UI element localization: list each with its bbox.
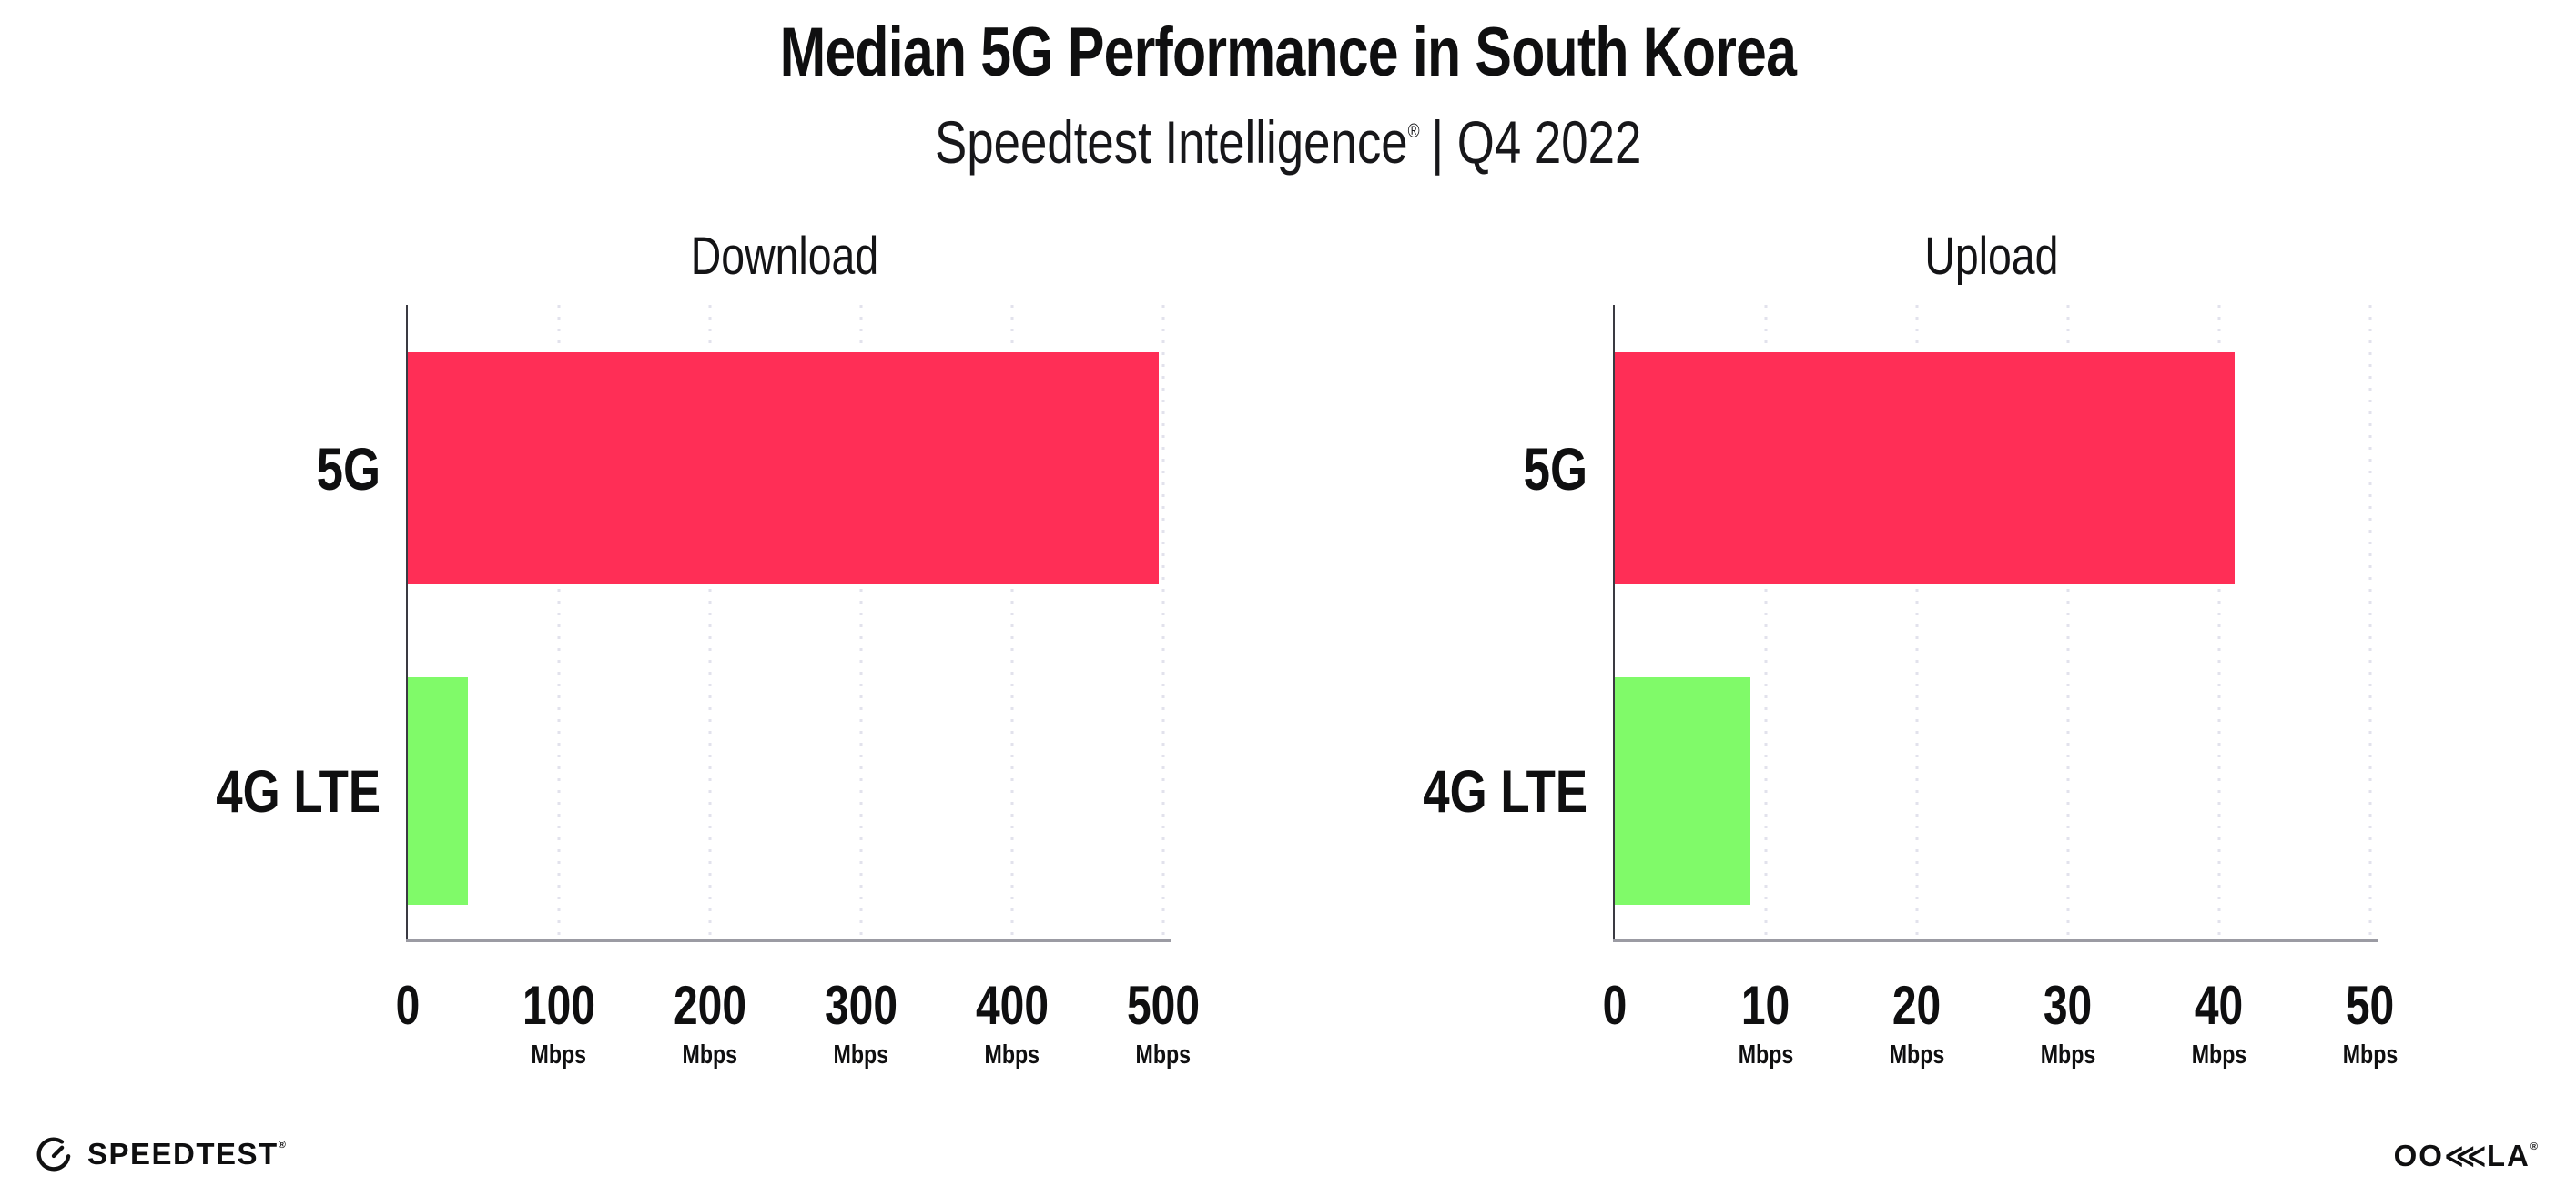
bar-4g-lte [408,677,469,905]
x-tick-number: 100 [522,975,596,1036]
gridline-20 [1915,305,1919,940]
x-tick-200: 200 Mbps [664,979,756,1069]
category-label-5g: 5G [1507,434,1587,503]
x-tick-100: 100 Mbps [513,979,604,1069]
page-title-text: Median 5G Performance in South Korea [779,14,1797,91]
x-tick-40: 40 Mbps [2185,979,2254,1069]
x-tick-300: 300 Mbps [816,979,907,1069]
subtitle-brand: Speedtest Intelligence [934,108,1408,176]
category-label-text: 5G [1523,435,1587,502]
x-tick-number: 20 [1892,975,1942,1036]
x-tick-number: 50 [2346,975,2395,1036]
page-title: Median 5G Performance in South Korea [0,13,2576,92]
x-tick-number: 0 [395,975,421,1036]
x-tick-400: 400 Mbps [967,979,1058,1069]
x-tick-unit: Mbps [531,1040,587,1070]
download-chart: Download 5G 4G LTE 0 100 Mbps 200 Mbps 300 Mbps 4… [216,226,1200,1069]
gridline-400 [1010,305,1014,940]
ookla-logo: OO⋘LA® [2394,1138,2540,1173]
speedtest-wordmark: SPEEDTEST® [87,1137,287,1172]
speedtest-registered-mark: ® [278,1140,288,1151]
bar-4g-lte [1615,677,1751,905]
category-label-text: 5G [316,435,380,502]
x-tick-number: 40 [2195,975,2244,1036]
bar-5g [1615,352,2235,584]
ookla-registered-mark: ® [2530,1141,2540,1152]
x-tick-30: 30 Mbps [2033,979,2103,1069]
x-tick-500: 500 Mbps [1118,979,1209,1069]
chart-title-text: Download [690,227,879,286]
gridline-40 [2217,305,2221,940]
x-axis-line [406,939,1171,942]
subtitle-text: Speedtest Intelligence® | Q4 2022 [935,107,1641,177]
ookla-label-right: LA [2486,1139,2530,1172]
category-label-text: 4G LTE [1423,757,1587,825]
x-tick-20: 20 Mbps [1882,979,1952,1069]
x-tick-unit: Mbps [984,1040,1040,1070]
x-tick-0: 0 [1599,979,1629,1033]
chart-title-text: Upload [1924,227,2059,286]
x-tick-unit: Mbps [1889,1040,1945,1070]
x-tick-unit: Mbps [1738,1040,1794,1070]
bar-5g [408,352,1160,584]
x-tick-unit: Mbps [2191,1040,2247,1070]
x-tick-number: 10 [1741,975,1790,1036]
gridline-100 [557,305,561,940]
x-tick-10: 10 Mbps [1731,979,1800,1069]
subtitle-period: | Q4 2022 [1431,108,1642,176]
x-tick-0: 0 [392,979,422,1033]
gridline-200 [708,305,712,940]
x-tick-number: 200 [673,975,747,1036]
speedtest-label: SPEEDTEST [87,1137,279,1171]
x-tick-number: 500 [1126,975,1201,1036]
speedtest-gauge-icon [33,1133,75,1175]
upload-chart: Upload 5G 4G LTE 0 10 Mbps 20 Mbps 30 Mbps 40 Mbps… [1423,226,2398,1069]
x-tick-unit: Mbps [682,1040,738,1070]
upload-chart-title: Upload [1613,226,2370,291]
x-tick-unit: Mbps [2342,1040,2399,1070]
plot-area: 5G 4G LTE 0 100 Mbps 200 Mbps 300 Mbps 400 Mbps 500… [216,305,1200,1069]
x-tick-unit: Mbps [833,1040,889,1070]
x-axis-line [1613,939,2378,942]
x-tick-unit: Mbps [1135,1040,1192,1070]
x-tick-number: 400 [975,975,1050,1036]
x-tick-50: 50 Mbps [2336,979,2405,1069]
ookla-label-left: OO [2393,1139,2444,1172]
category-label-5g: 5G [300,434,380,503]
subtitle: Speedtest Intelligence® | Q4 2022 [0,107,2576,177]
gridline-10 [1764,305,1768,940]
category-label-4g-lte: 4G LTE [1382,756,1587,826]
category-label-text: 4G LTE [216,757,380,825]
registered-mark: ® [1407,119,1420,142]
x-tick-number: 30 [2044,975,2093,1036]
category-label-4g-lte: 4G LTE [175,756,380,826]
gridline-30 [2066,305,2070,940]
gridline-500 [1161,305,1165,940]
x-tick-number: 300 [824,975,898,1036]
plot-area: 5G 4G LTE 0 10 Mbps 20 Mbps 30 Mbps 40 Mbps 50 Mbps [1423,305,2398,1069]
speedtest-logo: SPEEDTEST® [33,1133,287,1175]
gridline-300 [859,305,863,940]
ookla-stylized-k: ⋘ [2443,1139,2487,1172]
x-tick-number: 0 [1602,975,1628,1036]
download-chart-title: Download [406,226,1163,291]
gridline-50 [2368,305,2372,940]
x-tick-unit: Mbps [2040,1040,2096,1070]
